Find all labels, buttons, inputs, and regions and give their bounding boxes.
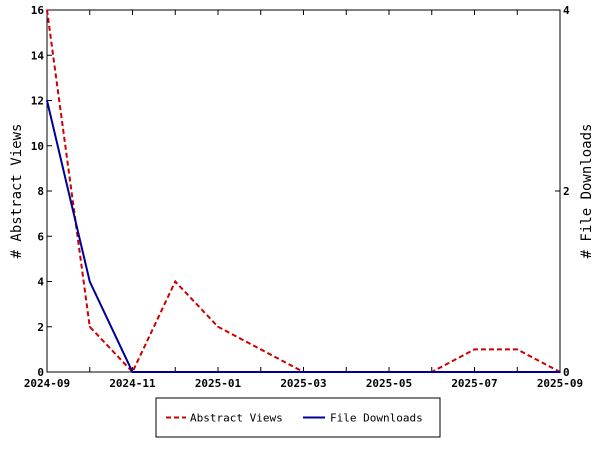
y-left-tick-label: 14 bbox=[31, 49, 45, 62]
x-tick-label: 2025-05 bbox=[366, 377, 412, 390]
data-point bbox=[259, 371, 262, 373]
y-left-tick-label: 10 bbox=[31, 140, 44, 153]
data-point bbox=[302, 371, 305, 373]
data-point bbox=[430, 371, 433, 373]
x-tick-label: 2025-03 bbox=[280, 377, 326, 390]
y-left-tick-label: 16 bbox=[31, 4, 45, 17]
data-point bbox=[46, 9, 48, 11]
data-point bbox=[217, 371, 219, 373]
data-point bbox=[345, 371, 348, 373]
x-axis: 2024-09 2024-11 2025-01 2025-03 2025-05 2025-… bbox=[24, 10, 583, 390]
y-axis-right: 0 2 4 bbox=[555, 4, 570, 379]
legend-label-file-downloads: File Downloads bbox=[330, 412, 423, 425]
y-left-tick-label: 6 bbox=[37, 230, 44, 243]
y-axis-left: 0 2 4 6 8 10 12 14 16 bbox=[31, 4, 52, 379]
plot-frame bbox=[46, 9, 561, 373]
legend: Abstract Views File Downloads bbox=[155, 397, 441, 438]
data-point bbox=[516, 371, 519, 373]
data-point bbox=[131, 371, 134, 373]
data-point bbox=[473, 371, 476, 373]
y-left-tick-label: 12 bbox=[31, 95, 44, 108]
data-point bbox=[46, 99, 48, 102]
data-point bbox=[217, 325, 219, 328]
plot-area bbox=[46, 9, 561, 373]
x-tick-label: 2025-07 bbox=[451, 377, 497, 390]
series-line-abstract-views bbox=[46, 9, 561, 374]
data-point bbox=[88, 325, 91, 328]
y-axis-left-title: # Abstract Views bbox=[9, 124, 25, 259]
x-tick-label: 2024-09 bbox=[24, 377, 70, 390]
legend-label-abstract-views: Abstract Views bbox=[190, 412, 283, 425]
x-tick-label: 2025-01 bbox=[195, 377, 242, 390]
legend-box bbox=[155, 397, 441, 438]
data-point bbox=[259, 348, 262, 351]
series-layer bbox=[46, 9, 561, 374]
y-right-tick-label: 0 bbox=[563, 366, 570, 379]
y-right-tick-label: 2 bbox=[563, 185, 570, 198]
series-line-file-downloads bbox=[46, 100, 560, 373]
y-left-tick-label: 8 bbox=[37, 185, 44, 198]
y-axis-right-title: # File Downloads bbox=[579, 124, 595, 259]
data-point bbox=[516, 348, 519, 351]
y-left-tick-label: 0 bbox=[37, 366, 44, 379]
data-point bbox=[388, 371, 390, 373]
data-point bbox=[174, 280, 177, 283]
data-point bbox=[174, 371, 177, 373]
x-tick-label: 2025-09 bbox=[537, 377, 583, 390]
data-point bbox=[559, 371, 561, 373]
y-left-tick-label: 2 bbox=[37, 321, 44, 334]
x-tick-label: 2024-11 bbox=[109, 377, 156, 390]
y-left-tick-label: 4 bbox=[37, 276, 44, 289]
data-point bbox=[88, 280, 91, 283]
y-right-tick-label: 4 bbox=[563, 4, 570, 17]
data-point bbox=[473, 348, 476, 351]
